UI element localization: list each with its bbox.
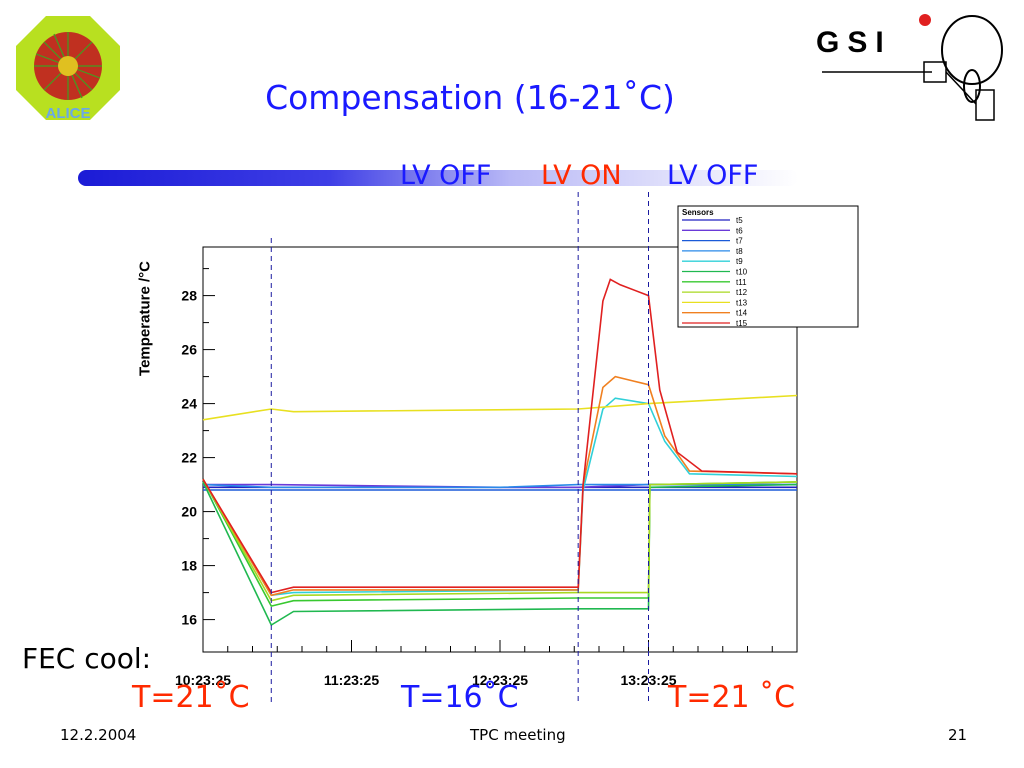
fec-cool-label: FEC cool: <box>22 642 152 675</box>
temp-label-16c: T=16˚C <box>401 680 519 715</box>
legend-label-t5: t5 <box>736 216 743 225</box>
legend-label-t12: t12 <box>736 288 748 297</box>
y-tick-label: 22 <box>181 450 197 466</box>
phase-label-lv-off-2: LV OFF <box>667 160 759 191</box>
temp-label-21c-right: T=21 ˚C <box>668 680 796 715</box>
y-tick-label: 28 <box>181 288 197 304</box>
gsi-logo: GSI <box>812 10 1008 126</box>
phase-label-lv-off-1: LV OFF <box>400 160 492 191</box>
y-tick-label: 26 <box>181 342 197 358</box>
x-tick-label: 10:23:25 <box>175 672 231 688</box>
footer-date: 12.2.2004 <box>60 726 137 744</box>
gsi-logo-text: GSI <box>816 26 892 59</box>
legend-label-t7: t7 <box>736 237 743 246</box>
legend-label-t14: t14 <box>736 309 748 318</box>
legend-label-t13: t13 <box>736 298 748 307</box>
title-underline-bar <box>78 170 798 186</box>
legend-title: Sensors <box>682 208 714 217</box>
legend-label-t15: t15 <box>736 319 748 328</box>
footer-page-number: 21 <box>948 726 968 744</box>
temp-label-21c-left: T=21˚C <box>132 680 250 715</box>
alice-logo: ALICE <box>14 14 122 122</box>
legend-label-t9: t9 <box>736 257 743 266</box>
series-line-t14 <box>202 375 798 597</box>
slide-title: Compensation (16-21˚C) <box>265 78 675 117</box>
series-line-t13 <box>202 394 798 421</box>
y-tick-label: 20 <box>181 504 197 520</box>
legend-label-t10: t10 <box>736 268 748 277</box>
series-line-t15 <box>202 278 798 594</box>
y-tick-label: 18 <box>181 558 197 574</box>
legend-label-t11: t11 <box>736 278 747 287</box>
x-tick-label: 11:23:25 <box>324 672 379 688</box>
series-line-t9 <box>202 397 798 597</box>
footer-title: TPC meeting <box>470 726 566 744</box>
y-tick-label: 16 <box>181 612 197 628</box>
legend-box <box>677 205 859 328</box>
legend-label-t6: t6 <box>736 226 743 235</box>
legend-label-t8: t8 <box>736 247 743 256</box>
phase-label-lv-on: LV ON <box>541 160 622 191</box>
x-tick-label: 12:23:25 <box>472 672 528 688</box>
y-tick-label: 24 <box>181 396 197 412</box>
alice-logo-text: ALICE <box>46 105 91 122</box>
